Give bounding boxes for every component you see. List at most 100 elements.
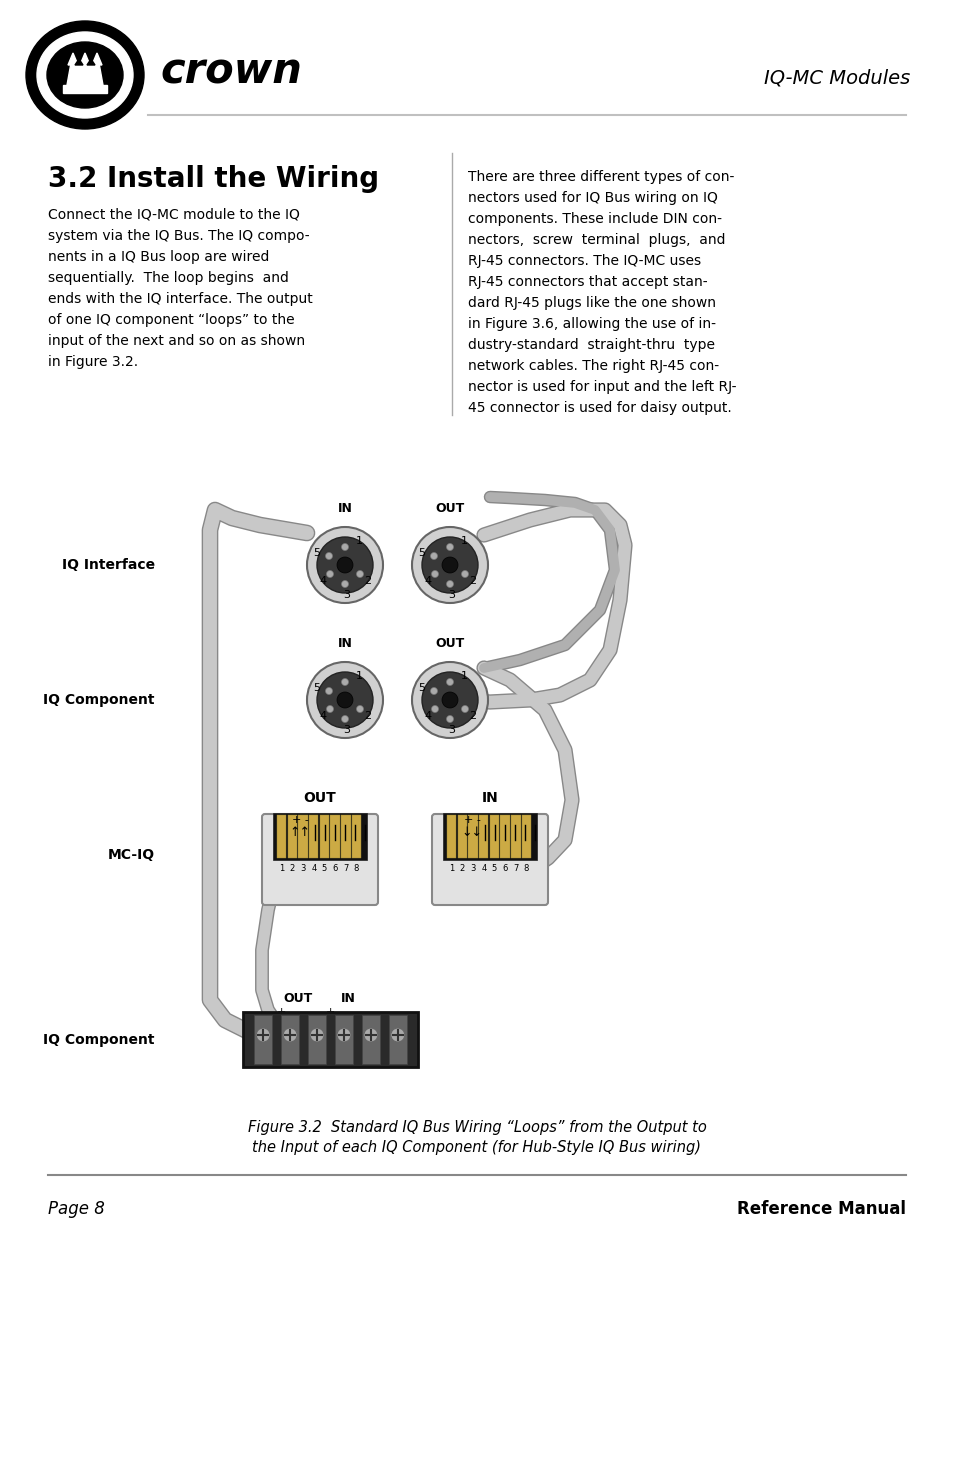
- Circle shape: [446, 678, 453, 686]
- Circle shape: [391, 1028, 404, 1041]
- Bar: [309, 816, 318, 858]
- Circle shape: [412, 662, 488, 738]
- Polygon shape: [80, 53, 90, 65]
- Text: + -: + -: [292, 816, 308, 825]
- Text: RJ-45 connectors. The IQ-MC uses: RJ-45 connectors. The IQ-MC uses: [468, 254, 700, 268]
- Text: nectors used for IQ Bus wiring on IQ: nectors used for IQ Bus wiring on IQ: [468, 190, 717, 205]
- Polygon shape: [91, 53, 102, 65]
- Text: sequentially.  The loop begins  and: sequentially. The loop begins and: [48, 271, 289, 285]
- Text: 5: 5: [314, 549, 320, 558]
- Text: 3.2 Install the Wiring: 3.2 Install the Wiring: [48, 165, 378, 193]
- Text: 3: 3: [300, 864, 306, 873]
- Text: 6: 6: [502, 864, 507, 873]
- Text: 8: 8: [523, 864, 529, 873]
- Text: Connect the IQ-MC module to the IQ: Connect the IQ-MC module to the IQ: [48, 208, 299, 223]
- Bar: [319, 816, 329, 858]
- Circle shape: [316, 537, 373, 593]
- Circle shape: [356, 571, 363, 578]
- Text: 4: 4: [480, 864, 486, 873]
- Text: system via the IQ Bus. The IQ compo-: system via the IQ Bus. The IQ compo-: [48, 229, 310, 243]
- Text: nector is used for input and the left RJ-: nector is used for input and the left RJ…: [468, 381, 736, 394]
- Text: ↑↑: ↑↑: [289, 826, 310, 839]
- Text: in Figure 3.2.: in Figure 3.2.: [48, 355, 138, 369]
- Text: RJ-45 connectors that accept stan-: RJ-45 connectors that accept stan-: [468, 274, 707, 289]
- Text: IN: IN: [337, 637, 352, 650]
- Circle shape: [325, 553, 333, 559]
- Bar: [340, 816, 350, 858]
- Text: IN: IN: [337, 502, 352, 515]
- Text: Reference Manual: Reference Manual: [737, 1201, 905, 1218]
- Text: 1: 1: [355, 535, 362, 546]
- Text: 7: 7: [343, 864, 348, 873]
- Text: IN: IN: [340, 991, 355, 1004]
- Text: Figure 3.2  Standard IQ Bus Wiring “Loops” from the Output to: Figure 3.2 Standard IQ Bus Wiring “Loops…: [247, 1120, 706, 1134]
- Bar: [521, 816, 531, 858]
- Text: crown: crown: [160, 52, 301, 93]
- Text: OUT: OUT: [283, 991, 313, 1004]
- Bar: [288, 816, 296, 858]
- Text: +  –: + –: [326, 1007, 348, 1016]
- Circle shape: [341, 581, 348, 587]
- Bar: [511, 816, 520, 858]
- Text: 4: 4: [311, 864, 316, 873]
- Text: 3: 3: [448, 590, 455, 600]
- Circle shape: [307, 527, 382, 603]
- Bar: [253, 1015, 272, 1063]
- Bar: [352, 816, 361, 858]
- Text: 45 connector is used for daisy output.: 45 connector is used for daisy output.: [468, 401, 731, 414]
- Circle shape: [412, 527, 488, 603]
- Text: + -: + -: [463, 816, 480, 825]
- Text: 2: 2: [364, 711, 371, 721]
- Text: 1: 1: [460, 535, 467, 546]
- Circle shape: [256, 1028, 270, 1041]
- Text: dustry-standard  straight-thru  type: dustry-standard straight-thru type: [468, 338, 714, 353]
- Ellipse shape: [37, 32, 132, 118]
- Ellipse shape: [47, 41, 123, 108]
- Text: 5: 5: [418, 683, 425, 693]
- Ellipse shape: [26, 21, 144, 128]
- Text: 2: 2: [290, 864, 294, 873]
- Text: 3: 3: [343, 726, 350, 735]
- Text: 3: 3: [448, 726, 455, 735]
- Bar: [308, 1015, 326, 1063]
- Polygon shape: [68, 53, 78, 65]
- Text: 4: 4: [319, 577, 326, 586]
- Text: OUT: OUT: [435, 502, 464, 515]
- Text: dard RJ-45 plugs like the one shown: dard RJ-45 plugs like the one shown: [468, 296, 716, 310]
- Bar: [447, 816, 456, 858]
- Text: ends with the IQ interface. The output: ends with the IQ interface. The output: [48, 292, 313, 305]
- Bar: [276, 816, 286, 858]
- Circle shape: [341, 678, 348, 686]
- Circle shape: [441, 692, 457, 708]
- Text: 5: 5: [321, 864, 327, 873]
- Circle shape: [316, 673, 373, 729]
- Polygon shape: [67, 63, 103, 86]
- FancyBboxPatch shape: [262, 814, 377, 906]
- Text: There are three different types of con-: There are three different types of con-: [468, 170, 734, 184]
- Circle shape: [325, 687, 333, 695]
- Text: 7: 7: [513, 864, 517, 873]
- Bar: [243, 1012, 417, 1066]
- Text: IQ Interface: IQ Interface: [62, 558, 154, 572]
- Circle shape: [310, 1028, 324, 1041]
- Bar: [63, 86, 107, 93]
- Bar: [330, 816, 339, 858]
- Text: 2: 2: [459, 864, 464, 873]
- Text: OUT: OUT: [435, 637, 464, 650]
- Text: 1: 1: [279, 864, 284, 873]
- Text: 4: 4: [424, 577, 431, 586]
- Bar: [442, 813, 537, 860]
- Text: IQ-MC Modules: IQ-MC Modules: [763, 68, 909, 87]
- Text: IN: IN: [481, 791, 497, 805]
- Circle shape: [341, 715, 348, 723]
- Text: MC-IQ: MC-IQ: [108, 848, 154, 861]
- Circle shape: [430, 687, 437, 695]
- Text: 3: 3: [343, 590, 350, 600]
- Text: Page 8: Page 8: [48, 1201, 105, 1218]
- Circle shape: [326, 571, 334, 578]
- Bar: [499, 816, 509, 858]
- Circle shape: [446, 543, 453, 550]
- FancyBboxPatch shape: [432, 814, 547, 906]
- Text: 2: 2: [364, 577, 371, 586]
- Text: in Figure 3.6, allowing the use of in-: in Figure 3.6, allowing the use of in-: [468, 317, 716, 330]
